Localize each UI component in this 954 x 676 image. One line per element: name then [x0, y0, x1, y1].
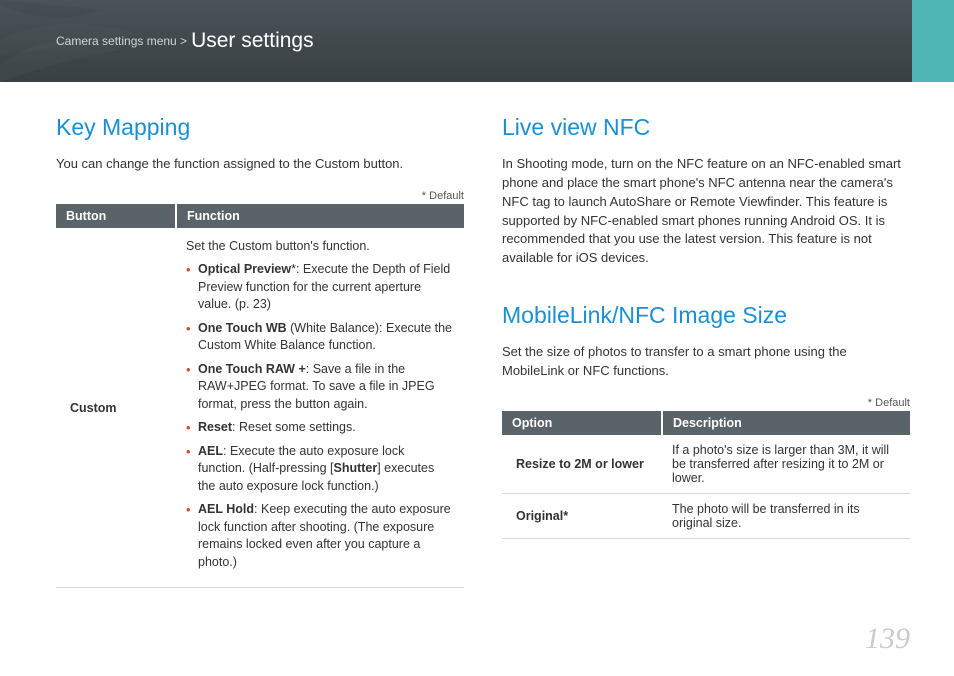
default-note-right: * Default	[502, 397, 910, 409]
km-function-cell: Set the Custom button's function. Optica…	[176, 228, 464, 588]
imagesize-table: Option Description Resize to 2M or lower…	[502, 411, 910, 539]
list-item: One Touch WB (White Balance): Execute th…	[186, 320, 454, 355]
is-th-desc: Description	[662, 411, 910, 435]
option-cell: Original*	[502, 493, 662, 538]
table-row: Original*The photo will be transferred i…	[502, 493, 910, 538]
desc-cell: If a photo's size is larger than 3M, it …	[662, 435, 910, 494]
header-decoration	[0, 0, 170, 82]
breadcrumb-title: User settings	[191, 29, 314, 53]
default-note-left: * Default	[56, 190, 464, 202]
km-row-label: Custom	[56, 228, 176, 588]
right-column: Live view NFC In Shooting mode, turn on …	[502, 114, 910, 588]
table-row: Resize to 2M or lowerIf a photo's size i…	[502, 435, 910, 494]
option-cell: Resize to 2M or lower	[502, 435, 662, 494]
km-th-button: Button	[56, 204, 176, 228]
km-th-function: Function	[176, 204, 464, 228]
desc-cell: The photo will be transferred in its ori…	[662, 493, 910, 538]
page-number: 139	[865, 622, 910, 656]
content-area: Key Mapping You can change the function …	[0, 82, 954, 588]
mobilelink-body: Set the size of photos to transfer to a …	[502, 343, 910, 381]
key-mapping-title: Key Mapping	[56, 114, 464, 141]
page-header: Camera settings menu > User settings	[0, 0, 954, 82]
left-column: Key Mapping You can change the function …	[56, 114, 464, 588]
is-th-option: Option	[502, 411, 662, 435]
list-item: AEL Hold: Keep executing the auto exposu…	[186, 501, 454, 571]
key-mapping-intro: You can change the function assigned to …	[56, 155, 464, 174]
table-row: Custom Set the Custom button's function.…	[56, 228, 464, 588]
list-item: Optical Preview*: Execute the Depth of F…	[186, 261, 454, 314]
live-view-nfc-title: Live view NFC	[502, 114, 910, 141]
key-mapping-table: Button Function Custom Set the Custom bu…	[56, 204, 464, 589]
list-item: One Touch RAW +: Save a file in the RAW+…	[186, 361, 454, 414]
list-item: Reset: Reset some settings.	[186, 419, 454, 437]
km-fn-list: Optical Preview*: Execute the Depth of F…	[186, 261, 454, 571]
live-view-nfc-body: In Shooting mode, turn on the NFC featur…	[502, 155, 910, 268]
km-fn-intro: Set the Custom button's function.	[186, 238, 454, 256]
mobilelink-title: MobileLink/NFC Image Size	[502, 302, 910, 329]
list-item: AEL: Execute the auto exposure lock func…	[186, 443, 454, 496]
